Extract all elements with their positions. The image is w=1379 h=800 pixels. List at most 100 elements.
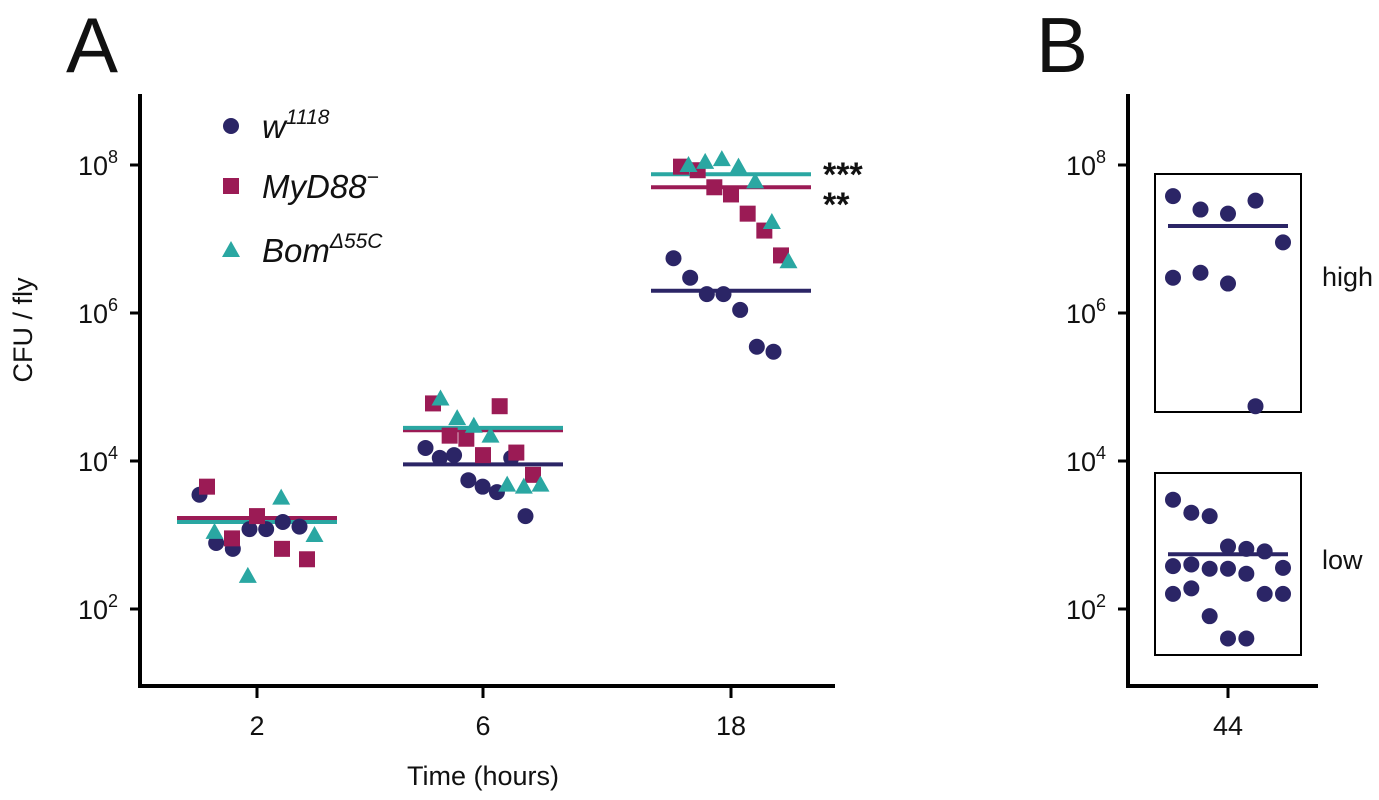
panel-b-point-high xyxy=(1275,234,1291,251)
panel-a-point-w xyxy=(698,286,715,303)
panel-b-y-tick-label: 108 xyxy=(1066,147,1106,181)
panel-a-point-bom xyxy=(762,212,781,229)
panel-a-point-bom xyxy=(448,409,467,426)
panel-a-y-tick-label: 102 xyxy=(78,591,118,625)
panel-a-point-myd88 xyxy=(525,466,541,483)
panel-a-point-w xyxy=(431,449,448,466)
panel-a-point-w xyxy=(765,343,782,360)
legend-label-w: w1118 xyxy=(262,106,330,145)
panel-a-point-w xyxy=(446,447,463,464)
high-group-box xyxy=(1154,173,1302,413)
panel-b-point-low xyxy=(1183,504,1200,521)
panel-b-point-low xyxy=(1256,585,1273,602)
panel-a-x-tick-label: 2 xyxy=(249,711,264,741)
panel-a-point-bom xyxy=(238,566,257,583)
panel-a-y-tick-exp: 2 xyxy=(108,591,118,611)
panel-a-point-w xyxy=(208,534,225,551)
panel-a-point-bom xyxy=(679,156,698,172)
panel-a-point-bom xyxy=(205,522,224,539)
panel-b-y-tick-exp: 6 xyxy=(1096,295,1106,315)
panel-b-point-low xyxy=(1201,608,1218,625)
panel-a-point-w xyxy=(241,521,258,538)
panel-b-point-low xyxy=(1220,630,1236,647)
panel-b-y-tick-label: 106 xyxy=(1066,295,1106,329)
legend-label-myd88: MyD88− xyxy=(262,166,379,205)
panel-a-point-w xyxy=(474,478,491,495)
high-group-label: high xyxy=(1322,262,1373,292)
panel-a-point-bom xyxy=(464,416,483,433)
panel-a-point-bom xyxy=(531,475,550,492)
low-group-box xyxy=(1154,472,1302,656)
panel-b-point-low xyxy=(1201,508,1218,525)
panel-a-point-w xyxy=(291,518,308,535)
panel-a-point-bom xyxy=(481,426,500,443)
panel-a-y-tick-base: 10 xyxy=(78,595,108,625)
panel-a-point-w xyxy=(682,269,699,286)
panel-a-point-bom xyxy=(431,389,450,406)
panel-a-point-bom xyxy=(514,477,533,494)
panel-b-x-tick-label: 44 xyxy=(1213,711,1243,741)
panel-a-point-bom xyxy=(498,475,517,492)
panel-b-point-low xyxy=(1220,560,1236,577)
panel-b-point-low xyxy=(1183,556,1200,573)
panel-a-point-bom xyxy=(272,488,291,505)
panel-a-point-myd88 xyxy=(274,540,290,557)
panel-a-point-w xyxy=(732,301,749,318)
panel-a-point-myd88 xyxy=(458,430,475,447)
panel-b-y-tick-label: 102 xyxy=(1066,591,1106,625)
panel-b-point-low xyxy=(1183,580,1200,597)
panel-a-point-w xyxy=(748,338,765,355)
panel-a-y-tick-label: 104 xyxy=(78,443,118,477)
panel-label-a: A xyxy=(66,1,118,89)
panel-b-point-low xyxy=(1165,491,1181,508)
panel-a-point-myd88 xyxy=(508,444,525,461)
panel-b-y-tick-exp: 2 xyxy=(1096,591,1106,611)
panel-a-point-myd88 xyxy=(299,551,315,568)
panel-a-point-myd88 xyxy=(739,205,756,222)
legend-marker-myd88 xyxy=(223,178,239,194)
panel-b-point-low xyxy=(1165,585,1181,602)
panel-b-y-tick-base: 10 xyxy=(1066,595,1096,625)
panel-a-x-tick-label: 6 xyxy=(475,711,490,741)
low-group-label: low xyxy=(1322,545,1363,575)
legend-label-sup: 1118 xyxy=(286,106,330,129)
panel-b-point-low xyxy=(1275,585,1291,602)
panel-a-point-myd88 xyxy=(475,447,491,464)
panel-a-point-myd88 xyxy=(706,179,723,196)
panel-a-point-bom xyxy=(779,252,798,269)
panel-a-point-bom xyxy=(729,157,748,174)
panel-b-point-low xyxy=(1275,559,1291,576)
legend-label-base: MyD88 xyxy=(262,168,367,205)
panel-a-point-w xyxy=(665,250,682,267)
panel-a-point-w xyxy=(460,472,477,489)
panel-b-y-tick-exp: 4 xyxy=(1096,443,1106,463)
panel-b-y-tick-label: 104 xyxy=(1066,443,1106,477)
panel-a-point-myd88 xyxy=(199,478,215,495)
panel-b-point-low xyxy=(1220,538,1236,555)
panel-b-point-high xyxy=(1192,201,1209,218)
legend-marker-w xyxy=(223,118,239,134)
panel-a-point-myd88 xyxy=(441,427,458,444)
panel-a-point-bom xyxy=(305,526,324,542)
legend-label-sup: − xyxy=(367,166,379,189)
panel-a-point-w xyxy=(274,513,291,530)
panel-a-y-tick-base: 10 xyxy=(78,151,108,181)
panel-a-y-title: CFU / fly xyxy=(8,277,38,382)
panel-b-point-high xyxy=(1247,192,1264,209)
legend: w1118 MyD88− BomΔ55C xyxy=(222,106,383,269)
panel-a-y-tick-exp: 8 xyxy=(108,147,118,167)
legend-label-base: Bom xyxy=(262,232,330,269)
panel-b-y-tick-base: 10 xyxy=(1066,447,1096,477)
panel-a-point-w xyxy=(258,521,275,538)
panel-b-point-low xyxy=(1201,560,1218,577)
panel-b-point-high xyxy=(1247,398,1264,415)
panel-a-y-tick-base: 10 xyxy=(78,447,108,477)
panel-a-y-tick-base: 10 xyxy=(78,299,108,329)
panel-a-y-tick-label: 108 xyxy=(78,147,118,181)
panel-b-point-low xyxy=(1238,630,1255,647)
panel-b-point-high xyxy=(1220,275,1236,292)
panel-a-point-bom xyxy=(746,172,765,189)
